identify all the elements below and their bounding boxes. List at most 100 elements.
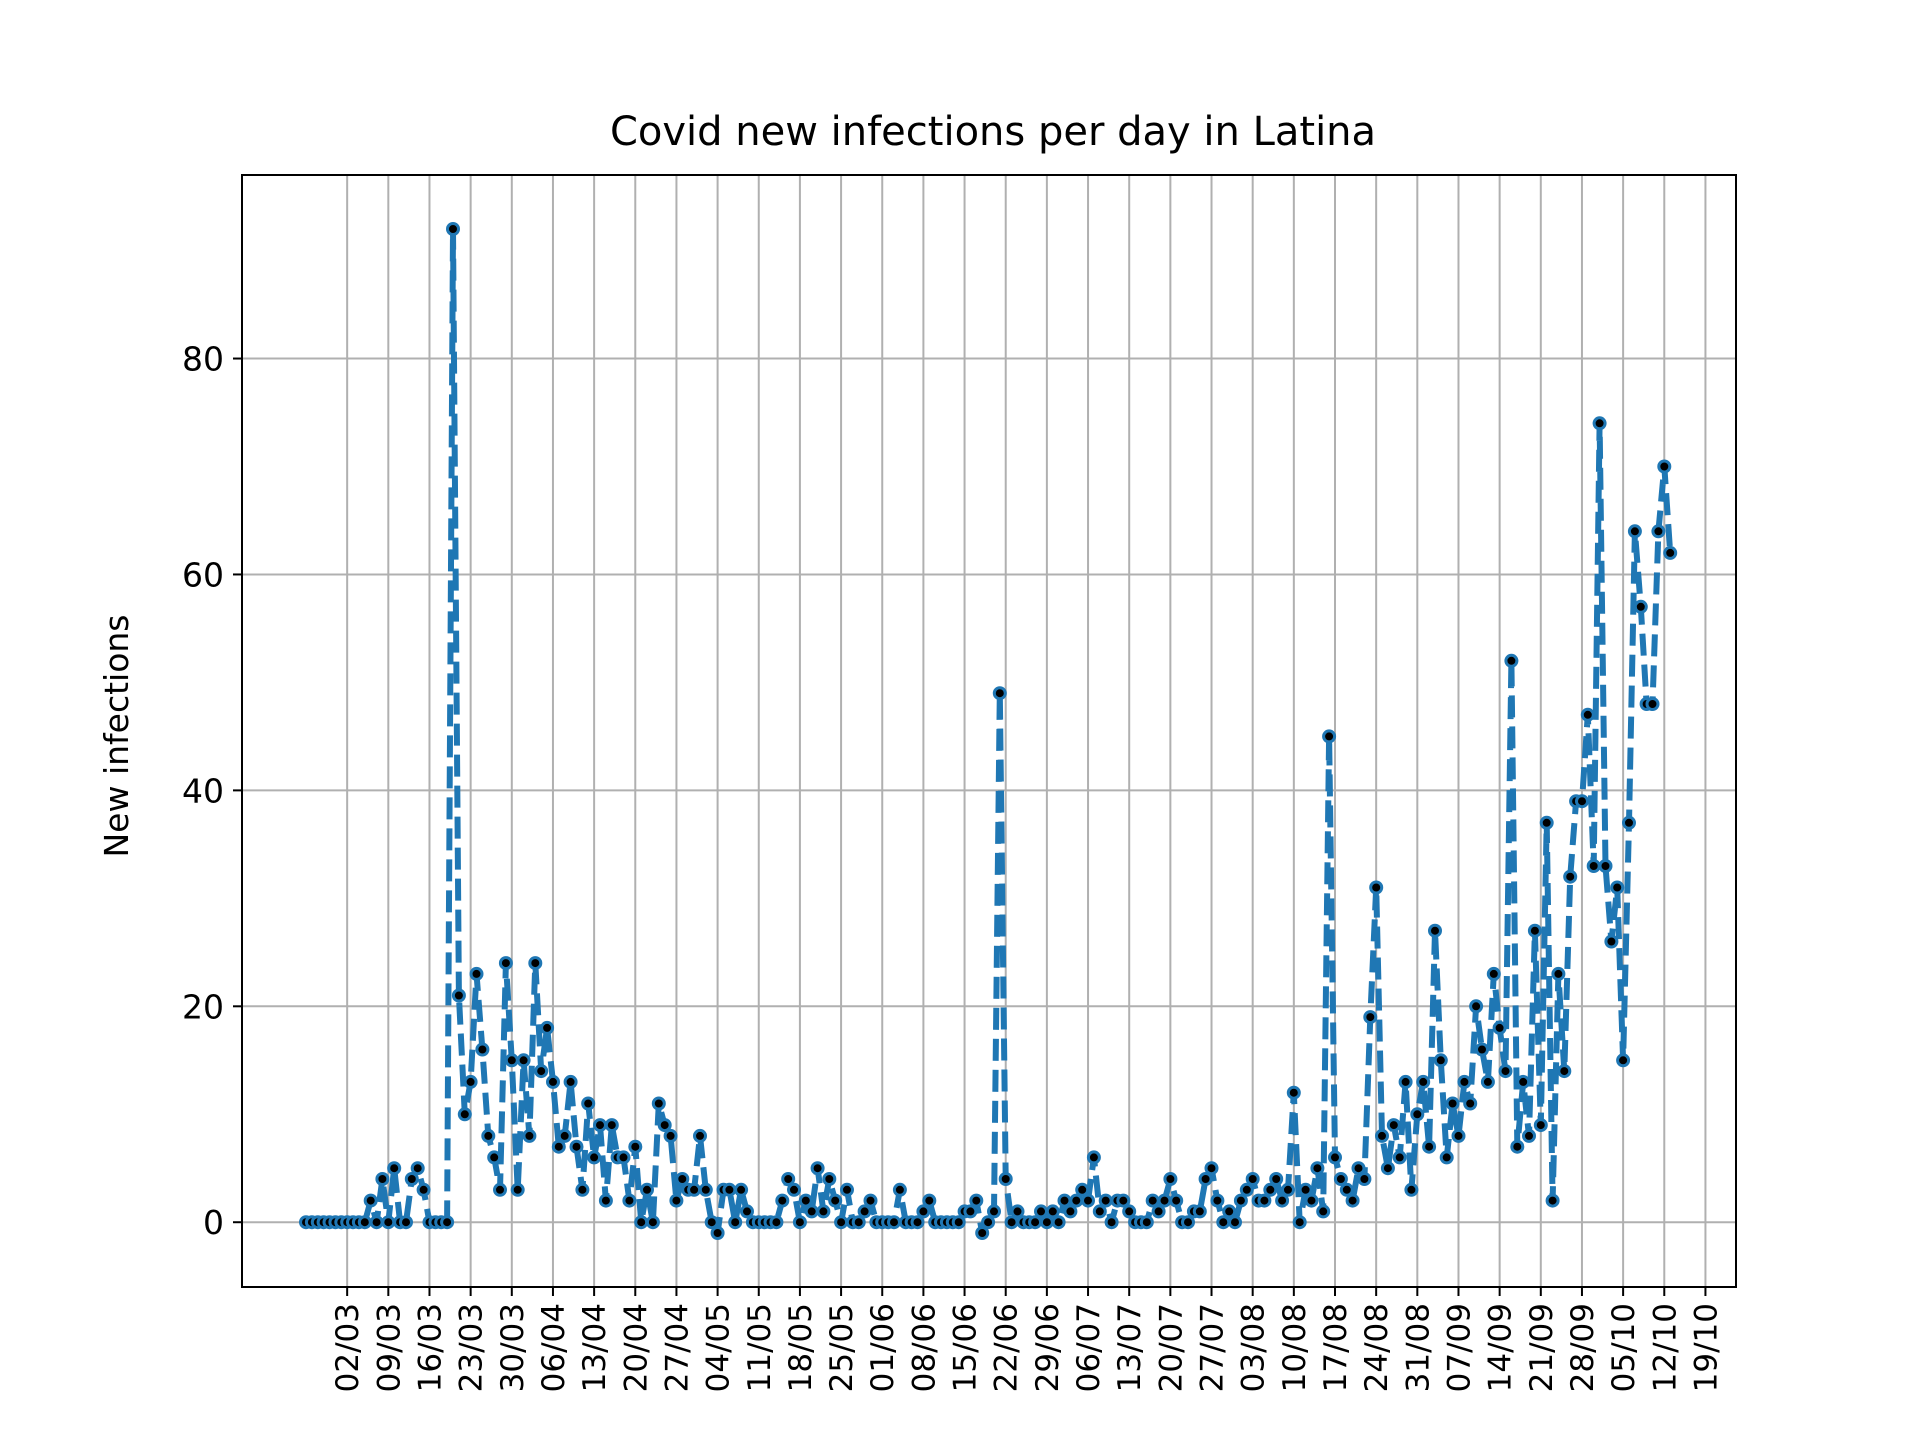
data-point <box>616 1150 631 1165</box>
data-point <box>387 1161 402 1176</box>
grid <box>242 175 1736 1287</box>
data-point <box>834 1215 849 1230</box>
data-point <box>1092 1204 1107 1219</box>
data-point <box>1627 524 1642 539</box>
data-point <box>804 1204 819 1219</box>
data-markers <box>299 222 1678 1240</box>
data-point <box>1651 524 1666 539</box>
data-point <box>522 1128 537 1143</box>
data-point <box>1663 545 1678 560</box>
chart-title: Covid new infections per day in Latina <box>610 109 1376 155</box>
data-point <box>1269 1172 1284 1186</box>
data-point <box>992 686 1007 701</box>
x-tick-label: 20/07 <box>1153 1303 1189 1392</box>
data-point <box>1034 1204 1048 1219</box>
data-point <box>663 1128 678 1143</box>
data-point <box>1116 1193 1131 1208</box>
data-point <box>1051 1215 1066 1230</box>
data-point <box>1310 1161 1325 1176</box>
data-point <box>1069 1193 1084 1208</box>
data-point <box>1457 1074 1472 1089</box>
data-point <box>510 1182 525 1197</box>
data-point <box>1363 1010 1378 1025</box>
data-point <box>710 1226 725 1240</box>
data-point <box>863 1193 878 1208</box>
data-point <box>1428 923 1442 938</box>
y-tick-labels: 0 20 40 60 80 <box>182 340 224 1243</box>
data-point <box>1163 1172 1178 1186</box>
data-point <box>1216 1215 1231 1230</box>
x-tick-label: 17/08 <box>1318 1303 1354 1392</box>
data-point <box>910 1215 925 1230</box>
data-point <box>487 1150 502 1165</box>
data-point <box>575 1182 590 1197</box>
data-point <box>1433 1053 1448 1068</box>
data-point <box>399 1215 413 1230</box>
axes <box>233 357 1707 1296</box>
x-tick-label: 18/05 <box>783 1303 819 1392</box>
data-point <box>892 1182 907 1197</box>
data-point <box>1545 1193 1560 1208</box>
data-point <box>1045 1204 1060 1219</box>
x-tick-label: 31/08 <box>1400 1303 1436 1392</box>
x-tick-label: 04/05 <box>701 1303 737 1392</box>
x-tick-label: 13/07 <box>1112 1303 1148 1392</box>
data-point <box>493 1182 507 1197</box>
data-point <box>1286 1085 1301 1100</box>
data-point <box>645 1215 660 1230</box>
data-point <box>975 1226 990 1240</box>
data-point <box>722 1182 737 1197</box>
data-point <box>1298 1182 1313 1197</box>
data-point <box>998 1172 1013 1186</box>
data-point <box>1551 966 1566 981</box>
data-point <box>1586 859 1601 873</box>
data-point <box>1386 1118 1401 1133</box>
data-point <box>840 1182 854 1197</box>
data-point <box>687 1182 702 1197</box>
data-point <box>857 1204 872 1219</box>
data-point <box>1151 1204 1166 1219</box>
data-point <box>551 1139 566 1154</box>
data-point <box>1645 697 1660 711</box>
data-point <box>969 1193 984 1208</box>
data-point <box>1598 859 1613 873</box>
data-point <box>1204 1161 1219 1176</box>
data-point <box>540 1020 555 1035</box>
data-point <box>1304 1193 1319 1208</box>
data-point <box>1616 1053 1631 1068</box>
data-point <box>1281 1182 1295 1197</box>
data-point <box>1239 1182 1254 1197</box>
data-point <box>569 1139 584 1154</box>
x-tick-label: 13/04 <box>577 1303 613 1392</box>
data-point <box>1604 934 1619 949</box>
x-tick-label: 21/09 <box>1524 1303 1560 1392</box>
data-point <box>440 1215 455 1230</box>
data-point <box>1181 1215 1195 1230</box>
y-tick-label: 0 <box>203 1203 224 1242</box>
data-point <box>769 1215 784 1230</box>
x-tick-label: 12/10 <box>1647 1303 1683 1392</box>
data-point <box>1398 1074 1413 1089</box>
x-tick-label: 25/05 <box>824 1303 860 1392</box>
data-point <box>781 1172 796 1186</box>
y-axis-label: New infections <box>97 614 136 857</box>
data-point <box>951 1215 966 1230</box>
data-point <box>787 1182 801 1197</box>
data-point <box>963 1204 978 1219</box>
x-tick-label: 07/09 <box>1441 1303 1477 1392</box>
data-point <box>1445 1096 1460 1111</box>
data-point <box>410 1161 425 1176</box>
data-point <box>1357 1172 1372 1186</box>
data-point <box>534 1064 549 1079</box>
data-point <box>587 1150 602 1165</box>
x-tick-label: 15/06 <box>948 1303 984 1392</box>
data-point <box>1622 815 1636 830</box>
data-point <box>451 988 466 1003</box>
data-point <box>498 956 513 971</box>
data-point <box>528 956 543 971</box>
x-tick-labels: 02/03 09/03 16/03 23/03 30/03 06/04 13/04 20/04… <box>330 1303 1724 1392</box>
data-point <box>698 1182 713 1197</box>
x-tick-label: 19/10 <box>1688 1303 1724 1392</box>
